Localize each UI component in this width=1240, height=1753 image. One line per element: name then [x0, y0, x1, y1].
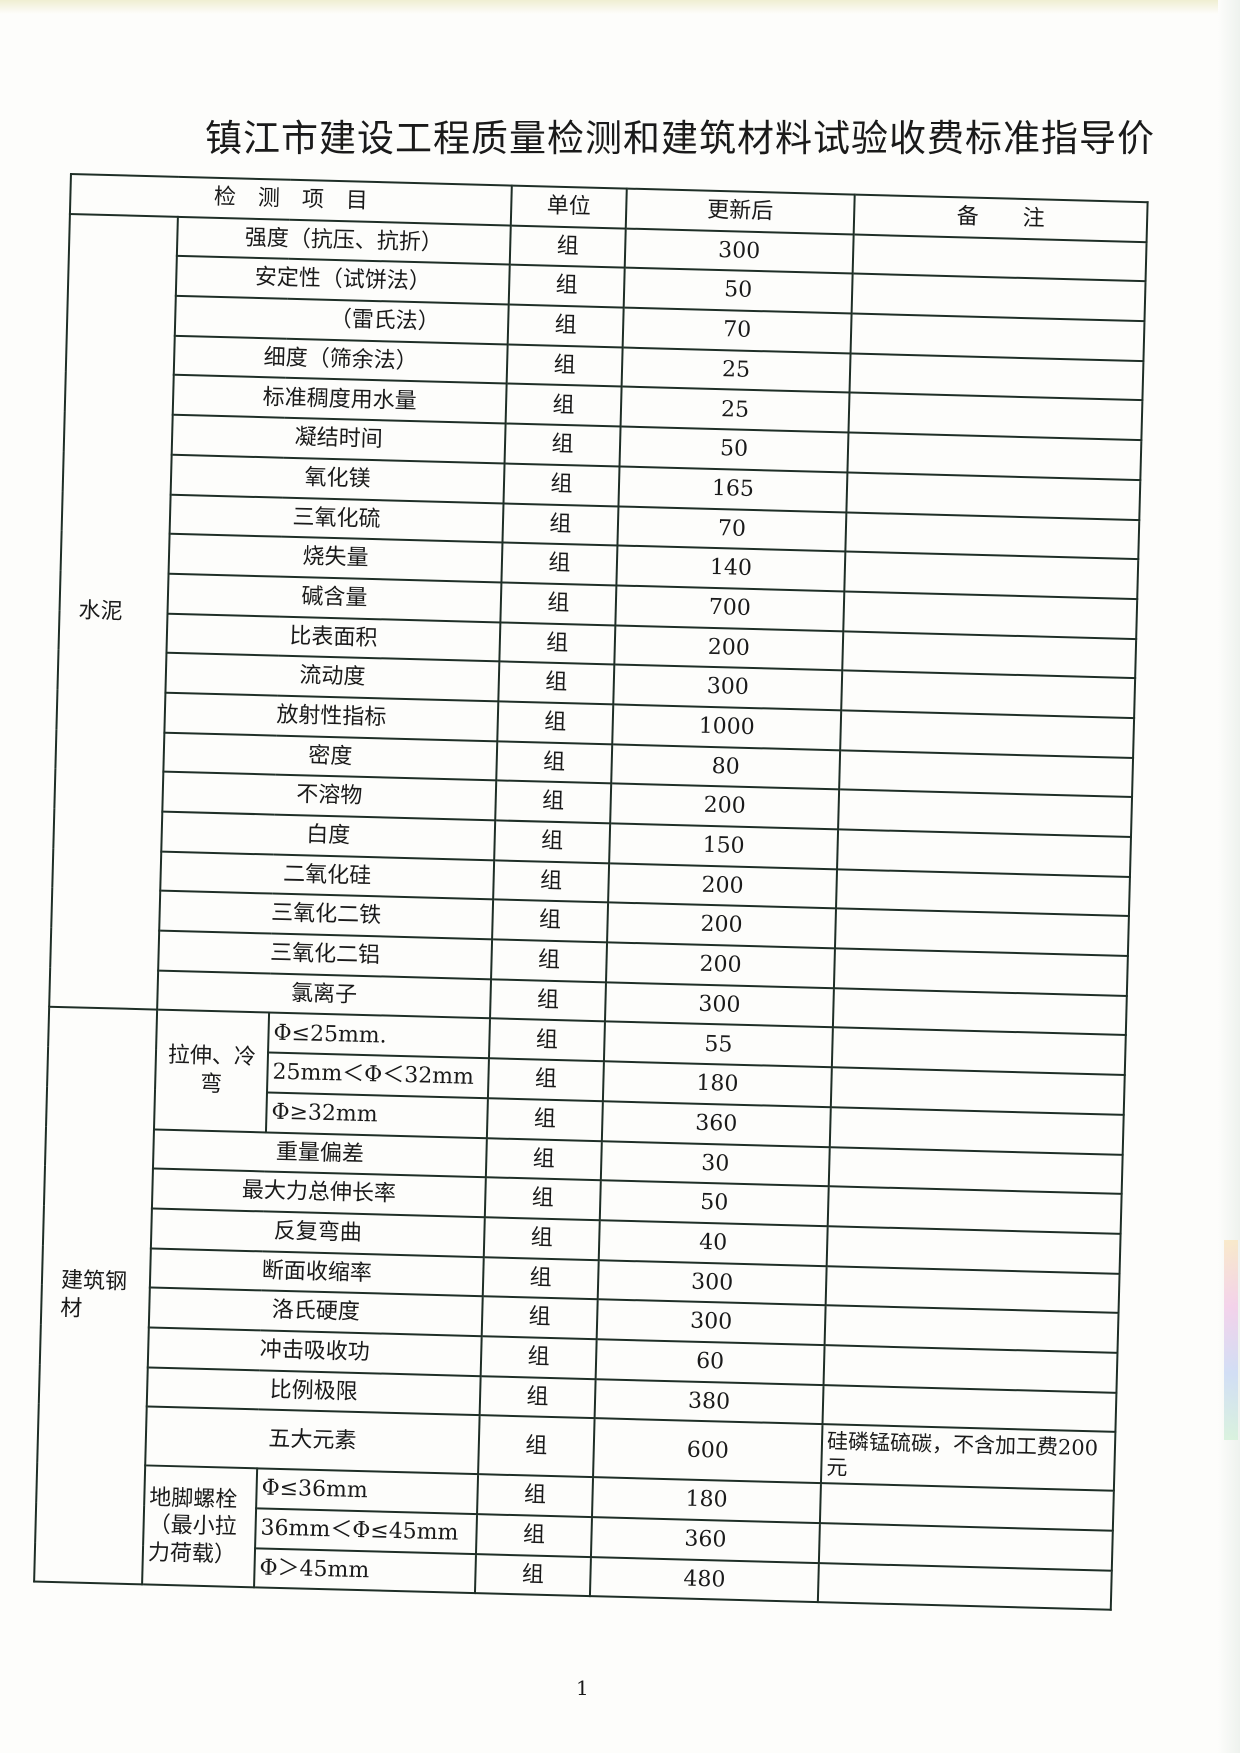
unit-cell: 组 [499, 621, 616, 665]
unit-cell: 组 [491, 939, 608, 983]
value-cell: 50 [623, 267, 853, 314]
unit-cell: 组 [509, 225, 626, 268]
value-cell: 30 [600, 1140, 830, 1187]
item-cell: Φ≥32mm [265, 1092, 488, 1138]
unit-cell: 组 [479, 1375, 596, 1419]
value-cell: 300 [597, 1259, 827, 1306]
unit-cell: 组 [497, 701, 614, 745]
value-cell: 150 [609, 823, 839, 870]
scan-edge-top [0, 0, 1240, 14]
value-cell: 300 [613, 664, 843, 711]
value-cell: 50 [619, 426, 849, 473]
unit-cell: 组 [486, 1098, 603, 1141]
value-cell: 80 [611, 744, 841, 790]
unit-cell: 组 [487, 1058, 604, 1102]
value-cell: 165 [618, 466, 848, 512]
unit-cell: 组 [501, 542, 618, 586]
unit-cell: 组 [475, 1514, 592, 1557]
unit-cell: 组 [478, 1415, 595, 1478]
value-cell: 480 [589, 1556, 819, 1603]
unit-cell: 组 [483, 1217, 600, 1260]
unit-cell: 组 [485, 1137, 602, 1181]
value-cell: 55 [603, 1021, 833, 1068]
note-cell [817, 1562, 1112, 1611]
unit-cell: 组 [493, 860, 610, 903]
value-cell: 70 [622, 307, 852, 354]
value-cell: 1000 [612, 704, 842, 750]
item-cell: 25mm＜Φ＜32mm [267, 1052, 489, 1099]
unit-cell: 组 [482, 1256, 599, 1300]
header-value: 更新后 [625, 188, 855, 235]
value-cell: 70 [617, 505, 847, 552]
value-cell: 200 [608, 863, 838, 909]
item-cell: Φ＞45mm [254, 1548, 476, 1594]
value-cell: 60 [595, 1339, 825, 1385]
unit-cell: 组 [490, 979, 607, 1022]
unit-cell: 组 [494, 820, 611, 864]
subgroup-cell: 地脚螺栓（最小拉力荷载） [142, 1465, 258, 1588]
value-cell: 300 [604, 982, 834, 1028]
value-cell: 600 [593, 1418, 823, 1484]
unit-cell: 组 [507, 304, 624, 348]
item-cell: Φ≤36mm [256, 1468, 479, 1515]
unit-cell: 组 [502, 502, 619, 546]
unit-cell: 组 [498, 661, 615, 705]
value-cell: 300 [624, 228, 854, 274]
unit-cell: 组 [508, 264, 625, 308]
unit-cell: 组 [492, 899, 609, 943]
item-cell: Φ≤25mm. [268, 1012, 491, 1059]
fee-table-wrapper: 检 测 项 目 单位 更新后 备 注 水泥 强度（抗压、抗折）组 300 安定性（试饼… [33, 173, 1149, 1611]
value-cell: 25 [621, 347, 851, 393]
subgroup-cell: 拉伸、冷弯 [154, 1010, 270, 1132]
unit-cell: 组 [488, 1018, 605, 1062]
unit-cell: 组 [480, 1336, 597, 1379]
note-cell: 硅磷锰硫碳，不含加工费200元 [820, 1424, 1116, 1492]
item-cell: 五大元素 [145, 1406, 480, 1475]
value-cell: 300 [596, 1299, 826, 1346]
unit-cell: 组 [477, 1474, 594, 1518]
value-cell: 40 [598, 1220, 828, 1266]
unit-cell: 组 [481, 1296, 598, 1340]
unit-cell: 组 [505, 383, 622, 427]
fee-table: 检 测 项 目 单位 更新后 备 注 水泥 强度（抗压、抗折）组 300 安定性（试饼… [33, 173, 1149, 1611]
value-cell: 25 [620, 386, 850, 433]
unit-cell: 组 [504, 423, 621, 467]
value-cell: 200 [614, 624, 844, 671]
unit-cell: 组 [500, 582, 617, 625]
value-cell: 50 [599, 1180, 829, 1227]
value-cell: 180 [591, 1477, 821, 1524]
item-cell: 36mm＜Φ≤45mm [255, 1508, 478, 1554]
scan-color-artifact [1224, 1240, 1238, 1440]
value-cell: 140 [616, 545, 846, 592]
value-cell: 200 [610, 783, 840, 830]
value-cell: 200 [606, 942, 835, 989]
value-cell: 700 [615, 585, 845, 631]
unit-cell: 组 [496, 741, 613, 784]
unit-cell: 组 [495, 780, 612, 824]
value-cell: 360 [601, 1101, 831, 1147]
unit-cell: 组 [474, 1553, 591, 1597]
category-cell: 水泥 [49, 213, 178, 1011]
value-cell: 180 [602, 1061, 832, 1108]
category-cell: 建筑钢材 [34, 1007, 158, 1585]
value-cell: 200 [607, 902, 837, 949]
unit-cell: 组 [484, 1177, 601, 1221]
unit-cell: 组 [506, 344, 623, 387]
header-unit: 单位 [510, 185, 627, 229]
value-cell: 360 [590, 1517, 820, 1563]
document-title: 镇江市建设工程质量检测和建筑材料试验收费标准指导价 [205, 117, 1155, 160]
scan-edge-right [1218, 0, 1240, 1753]
value-cell: 380 [594, 1378, 824, 1425]
unit-cell: 组 [503, 463, 620, 506]
page-number: 1 [576, 1676, 589, 1700]
